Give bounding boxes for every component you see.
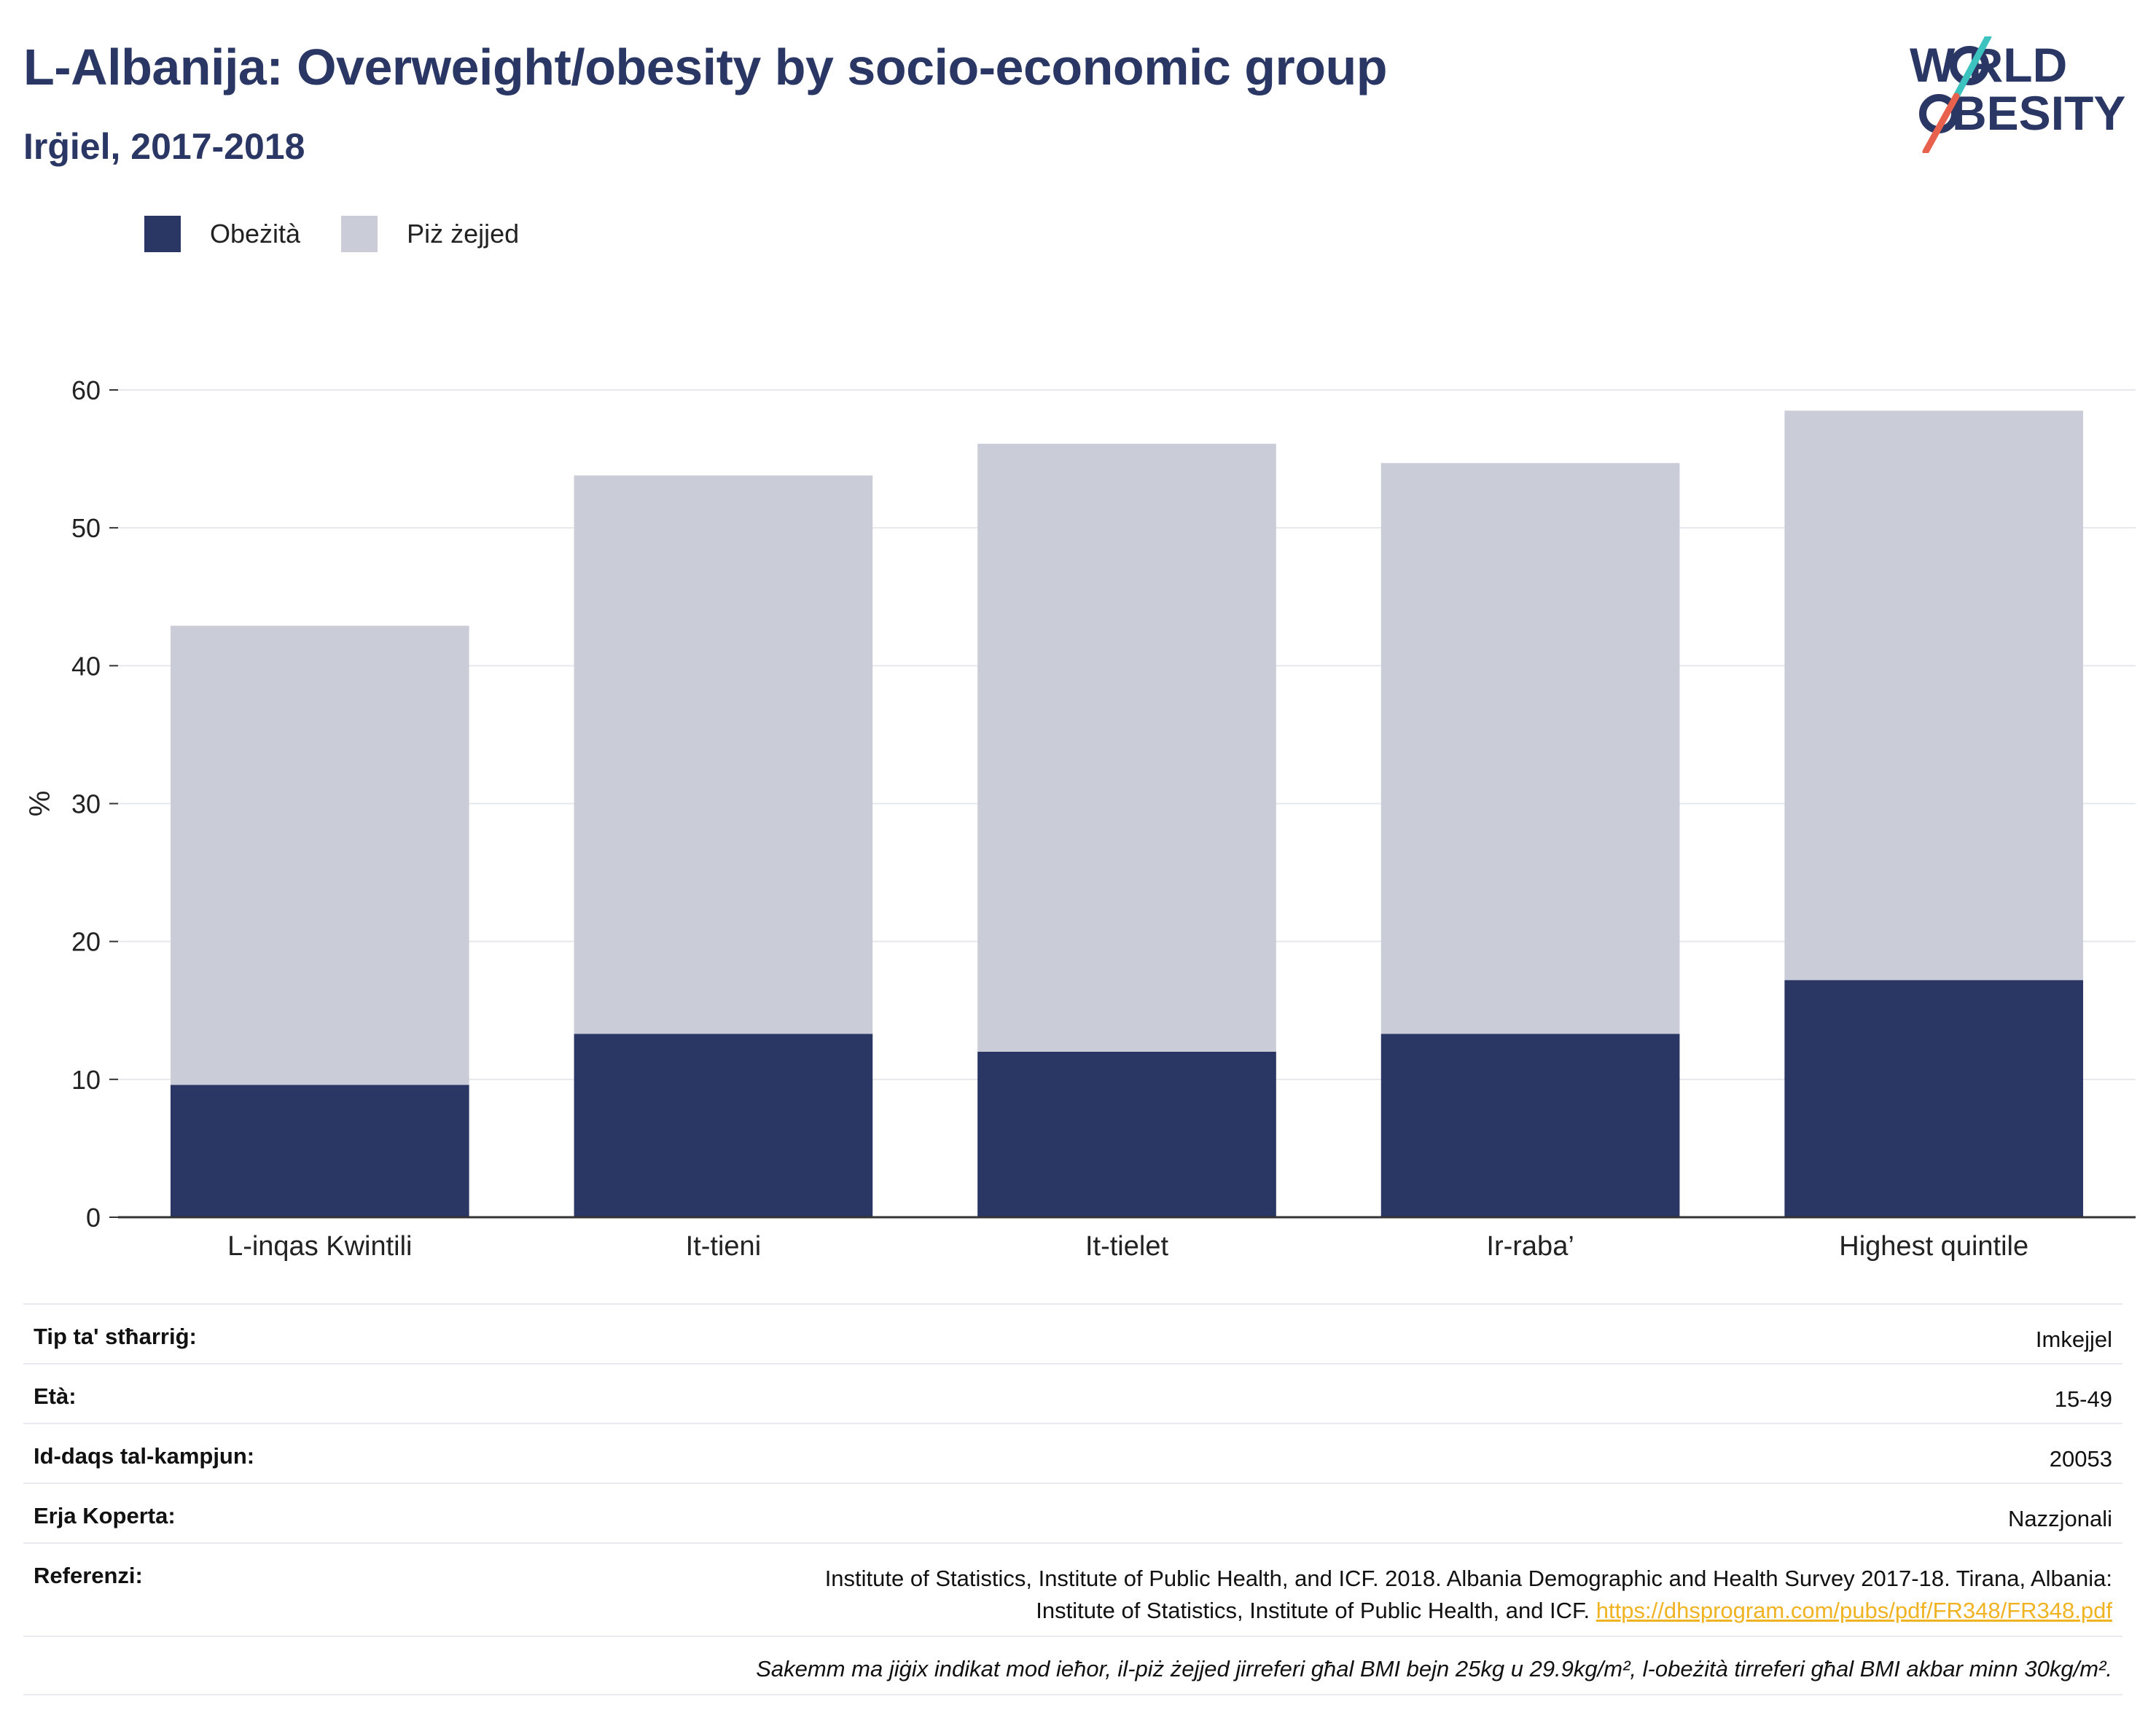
y-tick-label: 40 bbox=[71, 651, 101, 681]
logo-slash-bottom-icon bbox=[1922, 93, 1960, 153]
reference-line2: Institute of Statistics, Institute of Pu… bbox=[1036, 1598, 1590, 1623]
y-tick-label: 0 bbox=[86, 1203, 101, 1233]
meta-key: Tip ta' stħarriġ: bbox=[34, 1324, 197, 1349]
reference-link[interactable]: https://dhsprogram.com/pubs/pdf/FR348/FR… bbox=[1595, 1598, 2112, 1623]
bar-overweight-4[interactable] bbox=[1784, 410, 2084, 980]
meta-key: Referenzi: bbox=[34, 1563, 143, 1588]
bar-obesity-1[interactable] bbox=[574, 1034, 873, 1217]
meta-value: 20053 bbox=[2049, 1446, 2112, 1472]
bar-obesity-3[interactable] bbox=[1380, 1034, 1680, 1217]
chart-legend: Obeżità Piż żejjed bbox=[144, 216, 560, 252]
legend-item-obesity[interactable]: Obeżità bbox=[144, 216, 300, 252]
bar-overweight-1[interactable] bbox=[574, 475, 873, 1034]
meta-row-survey-type: Tip ta' stħarriġ: Imkejjel bbox=[23, 1303, 2122, 1363]
meta-row-references: Referenzi: Institute of Statistics, Inst… bbox=[23, 1542, 2122, 1636]
y-tick-label: 10 bbox=[71, 1065, 101, 1095]
x-tick-label: Ir-raba’ bbox=[1486, 1231, 1574, 1262]
meta-key: Erja Koperta: bbox=[34, 1503, 176, 1528]
bar-overweight-0[interactable] bbox=[170, 625, 469, 1085]
y-tick-label: 60 bbox=[71, 375, 101, 405]
y-tick-label: 50 bbox=[71, 513, 101, 543]
meta-row-area-covered: Erja Koperta: Nazzjonali bbox=[23, 1483, 2122, 1542]
reference-line1: Institute of Statistics, Institute of Pu… bbox=[824, 1566, 2112, 1591]
x-tick-label: Highest quintile bbox=[1839, 1231, 2028, 1262]
x-tick-label: It-tieni bbox=[686, 1231, 761, 1262]
logo-line2: BESITY bbox=[1952, 86, 2125, 140]
y-tick-label: 30 bbox=[71, 789, 101, 819]
axis-layer: 0 10 20 30 40 50 60% L-inqas Kwintili It-tieni It… bbox=[24, 375, 2136, 1262]
stacked-bar-chart: 0 10 20 30 40 50 60% L-inqas Kwintili It-tieni It… bbox=[24, 375, 2136, 1262]
legend-item-overweight[interactable]: Piż żejjed bbox=[341, 216, 519, 252]
legend-swatch-overweight bbox=[341, 216, 378, 252]
reference-text: Institute of Statistics, Institute of Pu… bbox=[825, 1563, 2112, 1627]
meta-row-sample-size: Id-daqs tal-kampjun: 20053 bbox=[23, 1423, 2122, 1483]
x-tick-label: It-tielet bbox=[1085, 1231, 1168, 1262]
meta-value: Imkejjel bbox=[2035, 1327, 2112, 1352]
chart-subtitle: Irġiel, 2017-2018 bbox=[23, 126, 305, 167]
bar-obesity-0[interactable] bbox=[170, 1085, 469, 1217]
y-axis-label: % bbox=[24, 791, 56, 817]
meta-key: Età: bbox=[34, 1383, 77, 1409]
legend-label-overweight: Piż żejjed bbox=[407, 219, 520, 249]
meta-value: 15-49 bbox=[2054, 1386, 2112, 1412]
x-tick-label: L-inqas Kwintili bbox=[227, 1231, 412, 1262]
world-obesity-logo: W RLD BESITY bbox=[1910, 36, 2125, 153]
bar-obesity-2[interactable] bbox=[977, 1052, 1276, 1217]
legend-label-obesity: Obeżità bbox=[210, 219, 301, 249]
bar-obesity-4[interactable] bbox=[1784, 980, 2084, 1217]
survey-metadata-table: Tip ta' stħarriġ: Imkejjel Età: 15-49 Id… bbox=[23, 1303, 2122, 1695]
logo-o-icon bbox=[1950, 46, 1989, 85]
meta-key: Id-daqs tal-kampjun: bbox=[34, 1443, 255, 1469]
bar-overweight-3[interactable] bbox=[1380, 463, 1680, 1034]
legend-swatch-obesity bbox=[144, 216, 181, 252]
chart-title: L-Albanija: Overweight/obesity by socio-… bbox=[23, 39, 1388, 95]
meta-row-age: Età: 15-49 bbox=[23, 1363, 2122, 1423]
meta-row-note: Sakemm ma jiġix indikat mod ieħor, il-pi… bbox=[23, 1636, 2122, 1695]
meta-value: Nazzjonali bbox=[2007, 1506, 2112, 1531]
logo-slash-top-icon bbox=[1953, 36, 1992, 100]
bmi-definition-note: Sakemm ma jiġix indikat mod ieħor, il-pi… bbox=[756, 1656, 2112, 1682]
bar-layer bbox=[170, 410, 2084, 1217]
y-tick-label: 20 bbox=[71, 927, 101, 957]
bar-overweight-2[interactable] bbox=[977, 443, 1276, 1052]
